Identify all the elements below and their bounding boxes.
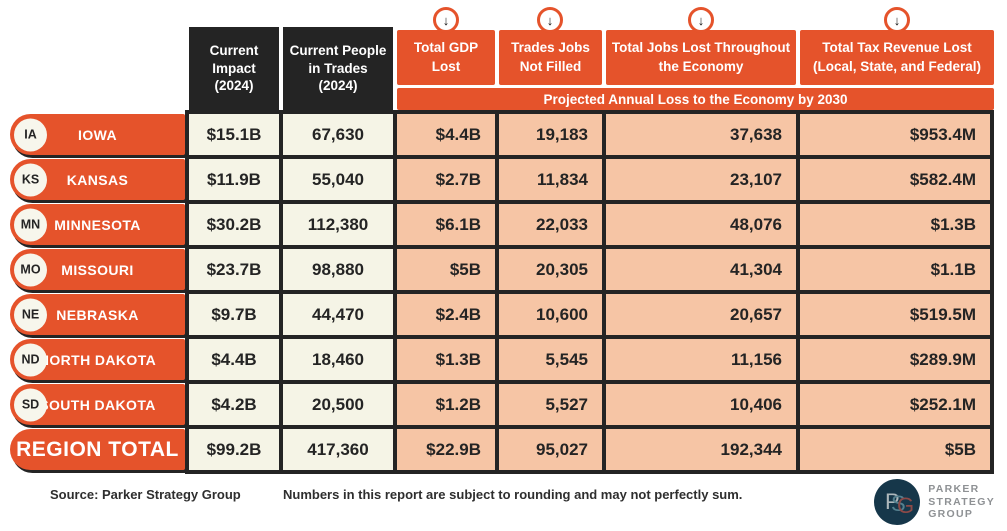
cell-impact: $11.9B	[189, 159, 279, 200]
cell-jobs-lost: 11,156	[606, 339, 796, 380]
total-cell-impact: $99.2B	[189, 429, 279, 470]
logo-line: PARKER	[928, 483, 980, 496]
cell-gdp: $1.2B	[397, 384, 495, 425]
state-pill: SD SOUTH DAKOTA	[10, 384, 185, 425]
state-abbr-badge: MO	[14, 253, 47, 286]
state-name: MISSOURI	[61, 261, 134, 278]
cell-jobs-lost: 20,657	[606, 294, 796, 335]
cell-not-filled: 5,527	[499, 384, 602, 425]
cell-people: 18,460	[283, 339, 393, 380]
cell-gdp: $2.4B	[397, 294, 495, 335]
state-name: NORTH DAKOTA	[38, 351, 157, 368]
down-arrow-icon: ↓	[688, 7, 714, 33]
down-arrow-icon: ↓	[537, 7, 563, 33]
state-pill: KS KANSAS	[10, 159, 185, 200]
cell-not-filled: 11,834	[499, 159, 602, 200]
cell-tax: $289.9M	[800, 339, 990, 380]
cell-impact: $30.2B	[189, 204, 279, 245]
down-arrow-icon: ↓	[433, 7, 459, 33]
column-header-people-in-trades: Current People in Trades (2024)	[283, 27, 393, 110]
cell-jobs-lost: 37,638	[606, 114, 796, 155]
state-name: SOUTH DAKOTA	[39, 396, 156, 413]
cell-impact: $23.7B	[189, 249, 279, 290]
cell-tax: $953.4M	[800, 114, 990, 155]
total-cell-people: 417,360	[283, 429, 393, 470]
column-header-gdp-lost: Total GDP Lost	[397, 30, 495, 85]
logo-wordmark: PARKER STRATEGY GROUP	[928, 483, 995, 521]
state-pill: MO MISSOURI	[10, 249, 185, 290]
cell-not-filled: 22,033	[499, 204, 602, 245]
cell-gdp: $6.1B	[397, 204, 495, 245]
cell-tax: $1.1B	[800, 249, 990, 290]
cell-people: 20,500	[283, 384, 393, 425]
region-total-pill: REGION TOTAL	[10, 429, 185, 470]
total-cell-not-filled: 95,027	[499, 429, 602, 470]
state-abbr-badge: MN	[14, 208, 47, 241]
data-table: $15.1B 67,630 $4.4B 19,183 37,638 $953.4M $11.…	[185, 110, 994, 474]
column-header-jobs-not-filled: Trades Jobs Not Filled	[499, 30, 602, 85]
state-pill: IA IOWA	[10, 114, 185, 155]
cell-gdp: $5B	[397, 249, 495, 290]
parker-strategy-group-logo: P S G PARKER STRATEGY GROUP	[873, 478, 995, 526]
down-arrow-icon: ↓	[884, 7, 910, 33]
state-name: KANSAS	[66, 171, 129, 188]
logo-line: GROUP	[928, 508, 974, 521]
total-cell-tax: $5B	[800, 429, 990, 470]
cell-not-filled: 20,305	[499, 249, 602, 290]
cell-gdp: $1.3B	[397, 339, 495, 380]
state-abbr-badge: ND	[14, 343, 47, 376]
state-name: MINNESOTA	[54, 216, 141, 233]
state-abbr-badge: NE	[14, 298, 47, 331]
state-abbr-badge: IA	[14, 118, 47, 151]
state-abbr-badge: SD	[14, 388, 47, 421]
cell-impact: $4.2B	[189, 384, 279, 425]
cell-impact: $15.1B	[189, 114, 279, 155]
cell-gdp: $2.7B	[397, 159, 495, 200]
rounding-note: Numbers in this report are subject to ro…	[283, 487, 743, 502]
cell-people: 67,630	[283, 114, 393, 155]
total-cell-jobs-lost: 192,344	[606, 429, 796, 470]
logo-line: STRATEGY	[928, 495, 995, 508]
state-column: IA IOWA KS KANSAS MN MINNESOTA MO MISSOURI NE NEB…	[10, 110, 185, 474]
cell-tax: $582.4M	[800, 159, 990, 200]
region-total-label: REGION TOTAL	[16, 437, 179, 461]
cell-people: 112,380	[283, 204, 393, 245]
cell-jobs-lost: 23,107	[606, 159, 796, 200]
cell-gdp: $4.4B	[397, 114, 495, 155]
cell-not-filled: 5,545	[499, 339, 602, 380]
svg-text:G: G	[897, 493, 914, 518]
state-abbr-badge: KS	[14, 163, 47, 196]
state-name: NEBRASKA	[56, 306, 139, 323]
state-name: IOWA	[78, 126, 117, 143]
cell-people: 44,470	[283, 294, 393, 335]
psg-monogram-icon: P S G	[874, 479, 921, 525]
cell-people: 55,040	[283, 159, 393, 200]
cell-not-filled: 10,600	[499, 294, 602, 335]
total-cell-gdp: $22.9B	[397, 429, 495, 470]
cell-impact: $9.7B	[189, 294, 279, 335]
source-text: Source: Parker Strategy Group	[50, 487, 241, 502]
cell-jobs-lost: 10,406	[606, 384, 796, 425]
cell-impact: $4.4B	[189, 339, 279, 380]
cell-people: 98,880	[283, 249, 393, 290]
cell-not-filled: 19,183	[499, 114, 602, 155]
cell-tax: $519.5M	[800, 294, 990, 335]
cell-tax: $252.1M	[800, 384, 990, 425]
svg-text:P: P	[885, 489, 900, 514]
state-pill: MN MINNESOTA	[10, 204, 185, 245]
cell-tax: $1.3B	[800, 204, 990, 245]
projected-loss-band: Projected Annual Loss to the Economy by …	[397, 88, 994, 110]
svg-text:S: S	[891, 491, 906, 516]
state-pill: ND NORTH DAKOTA	[10, 339, 185, 380]
column-header-tax-revenue-lost: Total Tax Revenue Lost (Local, State, an…	[800, 30, 994, 85]
column-header-jobs-lost: Total Jobs Lost Throughout the Economy	[606, 30, 796, 85]
cell-jobs-lost: 41,304	[606, 249, 796, 290]
state-pill: NE NEBRASKA	[10, 294, 185, 335]
cell-jobs-lost: 48,076	[606, 204, 796, 245]
column-header-current-impact: Current Impact (2024)	[189, 27, 279, 110]
